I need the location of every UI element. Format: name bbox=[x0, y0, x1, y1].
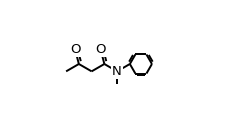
Text: O: O bbox=[95, 43, 106, 56]
Text: O: O bbox=[70, 43, 80, 56]
Text: N: N bbox=[112, 65, 122, 78]
